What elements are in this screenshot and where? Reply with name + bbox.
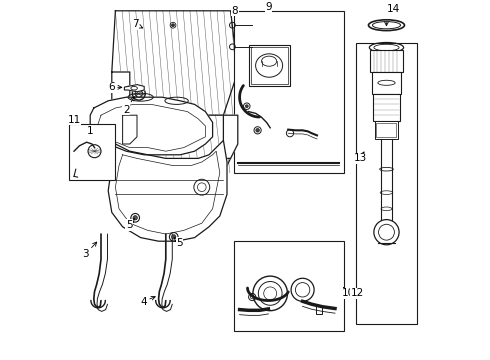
Text: 9: 9 (265, 2, 272, 12)
Bar (316, 306, 321, 314)
Text: 12: 12 (351, 288, 364, 298)
Polygon shape (90, 97, 213, 155)
Text: 1: 1 (87, 126, 94, 136)
Circle shape (245, 105, 248, 108)
Polygon shape (94, 234, 107, 311)
Polygon shape (124, 85, 144, 92)
Text: 10: 10 (342, 288, 355, 298)
Bar (234, 11, 344, 173)
Bar (370, 50, 403, 72)
Text: 4: 4 (140, 296, 155, 307)
Text: 3: 3 (83, 242, 97, 259)
Polygon shape (116, 115, 231, 173)
Circle shape (133, 216, 137, 220)
Bar (356, 43, 417, 324)
Bar (251, 47, 288, 84)
Text: 2: 2 (123, 97, 134, 115)
Circle shape (256, 129, 259, 132)
Text: 8: 8 (232, 6, 238, 16)
Text: 13: 13 (354, 152, 367, 163)
Circle shape (172, 235, 176, 239)
Polygon shape (112, 72, 130, 115)
Text: 11: 11 (68, 114, 81, 125)
Polygon shape (108, 140, 227, 241)
Polygon shape (223, 115, 238, 158)
Text: 7: 7 (132, 19, 143, 30)
Bar (234, 241, 344, 331)
Bar (372, 72, 400, 94)
Bar (376, 123, 396, 137)
Text: 5: 5 (126, 218, 135, 230)
Polygon shape (112, 11, 238, 115)
Bar (248, 45, 290, 86)
Circle shape (172, 24, 174, 27)
Text: 5: 5 (174, 237, 183, 248)
Bar (374, 121, 398, 139)
Polygon shape (122, 115, 137, 144)
Polygon shape (159, 234, 172, 311)
Bar (69, 124, 116, 180)
Text: 14: 14 (387, 4, 400, 14)
Text: 6: 6 (108, 82, 122, 92)
Bar (373, 94, 400, 121)
